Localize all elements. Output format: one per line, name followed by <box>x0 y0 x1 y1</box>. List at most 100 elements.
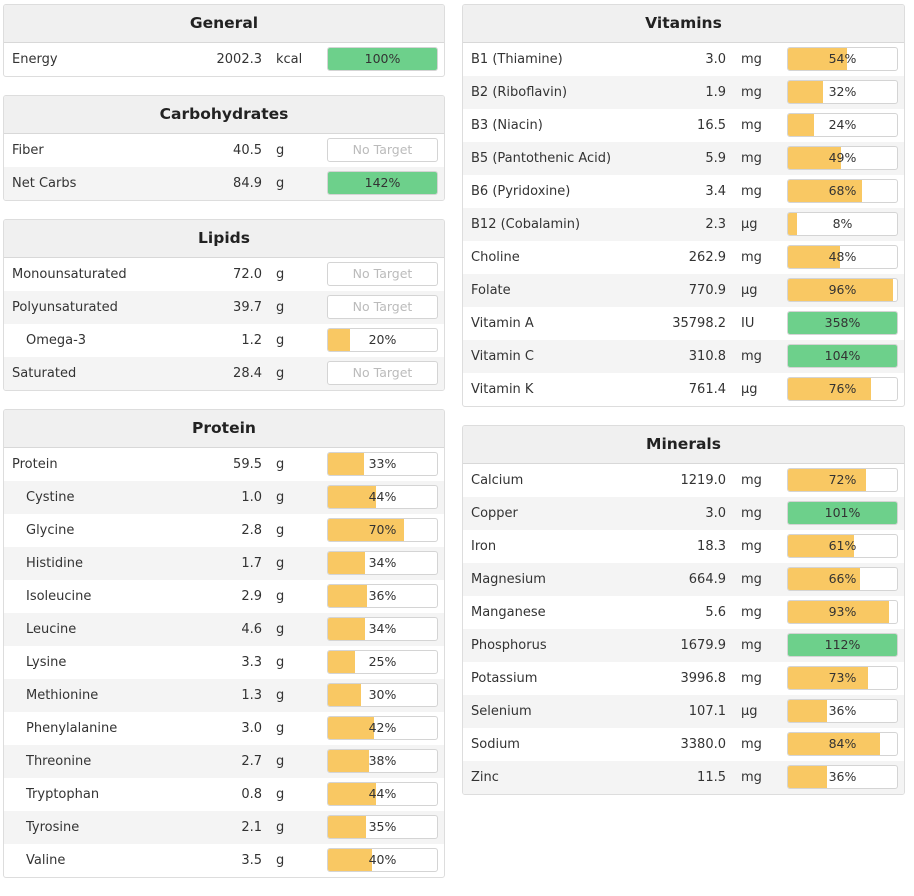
nutrient-row-polyunsaturated[interactable]: Polyunsaturated 39.7 g No Target <box>4 291 444 324</box>
nutrient-row-tryptophan[interactable]: Tryptophan 0.8 g 44% <box>4 778 444 811</box>
target-progress-bar: 24% <box>787 113 898 137</box>
progress-fill <box>328 172 437 194</box>
nutrient-unit: µg <box>741 217 758 232</box>
nutrient-row-b1-thiamine[interactable]: B1 (Thiamine) 3.0 mg 54% <box>463 43 904 76</box>
progress-percent: 38% <box>368 753 397 768</box>
nutrient-row-vitamin-c[interactable]: Vitamin C 310.8 mg 104% <box>463 340 904 373</box>
nutrient-name: Polyunsaturated <box>12 300 118 315</box>
nutrient-row-glycine[interactable]: Glycine 2.8 g 70% <box>4 514 444 547</box>
nutrient-amount: 761.4 <box>688 382 726 397</box>
nutrient-row-b5-pantothenic-acid[interactable]: B5 (Pantothenic Acid) 5.9 mg 49% <box>463 142 904 175</box>
nutrient-row-b6-pyridoxine[interactable]: B6 (Pyridoxine) 3.4 mg 68% <box>463 175 904 208</box>
nutrient-name: Protein <box>12 457 58 472</box>
progress-percent: 93% <box>828 604 857 619</box>
target-progress-bar: 112% <box>787 633 898 657</box>
nutrient-name: Tyrosine <box>26 820 80 835</box>
nutrient-unit: g <box>276 143 285 158</box>
target-progress-bar: 44% <box>327 782 438 806</box>
nutrient-unit: g <box>276 721 285 736</box>
nutrient-name: Glycine <box>26 523 75 538</box>
progress-fill <box>328 329 350 351</box>
nutrient-row-copper[interactable]: Copper 3.0 mg 101% <box>463 497 904 530</box>
progress-fill <box>328 750 370 772</box>
nutrient-row-lysine[interactable]: Lysine 3.3 g 25% <box>4 646 444 679</box>
nutrient-row-vitamin-a[interactable]: Vitamin A 35798.2 IU 358% <box>463 307 904 340</box>
nutrient-row-leucine[interactable]: Leucine 4.6 g 34% <box>4 613 444 646</box>
nutrient-row-saturated[interactable]: Saturated 28.4 g No Target <box>4 357 444 390</box>
nutrient-row-selenium[interactable]: Selenium 107.1 µg 36% <box>463 695 904 728</box>
panel-vitamins: Vitamins B1 (Thiamine) 3.0 mg 54% B2 (Ribofla… <box>462 4 905 407</box>
progress-percent: 84% <box>828 736 857 751</box>
nutrient-row-phosphorus[interactable]: Phosphorus 1679.9 mg 112% <box>463 629 904 662</box>
nutrient-unit: mg <box>741 151 762 166</box>
nutrient-unit: µg <box>741 704 758 719</box>
nutrient-row-omega-3[interactable]: Omega-3 1.2 g 20% <box>4 324 444 357</box>
nutrient-name: Sodium <box>471 737 520 752</box>
nutrient-row-zinc[interactable]: Zinc 11.5 mg 36% <box>463 761 904 794</box>
nutrient-row-manganese[interactable]: Manganese 5.6 mg 93% <box>463 596 904 629</box>
nutrient-name: Potassium <box>471 671 538 686</box>
nutrient-name: Lysine <box>26 655 67 670</box>
target-progress-bar: 33% <box>327 452 438 476</box>
target-progress-bar: 49% <box>787 146 898 170</box>
nutrient-amount: 0.8 <box>241 787 262 802</box>
nutrient-amount: 2.1 <box>241 820 262 835</box>
nutrient-row-net-carbs[interactable]: Net Carbs 84.9 g 142% <box>4 167 444 200</box>
nutrient-row-b2-riboflavin[interactable]: B2 (Riboflavin) 1.9 mg 32% <box>463 76 904 109</box>
nutrient-amount: 5.9 <box>705 151 726 166</box>
nutrient-amount: 2002.3 <box>216 52 263 67</box>
target-progress-bar: 73% <box>787 666 898 690</box>
panel-title: Vitamins <box>463 5 904 43</box>
nutrient-name: Phenylalanine <box>26 721 118 736</box>
nutrient-row-histidine[interactable]: Histidine 1.7 g 34% <box>4 547 444 580</box>
panel-minerals: Minerals Calcium 1219.0 mg 72% Copper 3.0 mg 101… <box>462 425 905 795</box>
progress-percent: 70% <box>368 522 397 537</box>
nutrient-row-tyrosine[interactable]: Tyrosine 2.1 g 35% <box>4 811 444 844</box>
left-column: General Energy 2002.3 kcal 100% Carbohydrates… <box>3 4 445 896</box>
nutrient-row-energy[interactable]: Energy 2002.3 kcal 100% <box>4 43 444 76</box>
nutrient-row-cystine[interactable]: Cystine 1.0 g 44% <box>4 481 444 514</box>
nutrient-row-threonine[interactable]: Threonine 2.7 g 38% <box>4 745 444 778</box>
nutrient-row-sodium[interactable]: Sodium 3380.0 mg 84% <box>463 728 904 761</box>
nutrient-row-valine[interactable]: Valine 3.5 g 40% <box>4 844 444 877</box>
nutrient-unit: g <box>276 688 285 703</box>
nutrient-amount: 664.9 <box>688 572 726 587</box>
nutrient-name: Threonine <box>26 754 92 769</box>
nutrient-name: Monounsaturated <box>12 267 127 282</box>
nutrient-row-magnesium[interactable]: Magnesium 664.9 mg 66% <box>463 563 904 596</box>
nutrient-row-choline[interactable]: Choline 262.9 mg 48% <box>463 241 904 274</box>
target-progress-bar: No Target <box>327 361 438 385</box>
nutrient-row-b12-cobalamin[interactable]: B12 (Cobalamin) 2.3 µg 8% <box>463 208 904 241</box>
nutrient-row-monounsaturated[interactable]: Monounsaturated 72.0 g No Target <box>4 258 444 291</box>
nutrient-name: Cystine <box>26 490 75 505</box>
nutrient-row-methionine[interactable]: Methionine 1.3 g 30% <box>4 679 444 712</box>
nutrient-unit: mg <box>741 184 762 199</box>
nutrient-amount: 107.1 <box>688 704 726 719</box>
progress-fill <box>788 733 880 755</box>
progress-percent: 100% <box>364 51 401 66</box>
nutrient-row-b3-niacin[interactable]: B3 (Niacin) 16.5 mg 24% <box>463 109 904 142</box>
nutrient-unit: g <box>276 754 285 769</box>
nutrient-row-fiber[interactable]: Fiber 40.5 g No Target <box>4 134 444 167</box>
nutrient-unit: g <box>276 556 285 571</box>
panel-title: Lipids <box>4 220 444 258</box>
target-progress-bar: 93% <box>787 600 898 624</box>
nutrient-row-iron[interactable]: Iron 18.3 mg 61% <box>463 530 904 563</box>
nutrient-row-potassium[interactable]: Potassium 3996.8 mg 73% <box>463 662 904 695</box>
target-progress-bar: No Target <box>327 295 438 319</box>
nutrient-name: Tryptophan <box>26 787 100 802</box>
nutrient-row-calcium[interactable]: Calcium 1219.0 mg 72% <box>463 464 904 497</box>
nutrient-unit: mg <box>741 638 762 653</box>
nutrient-row-isoleucine[interactable]: Isoleucine 2.9 g 36% <box>4 580 444 613</box>
nutrient-row-folate[interactable]: Folate 770.9 µg 96% <box>463 274 904 307</box>
nutrient-unit: mg <box>741 605 762 620</box>
nutrient-row-phenylalanine[interactable]: Phenylalanine 3.0 g 42% <box>4 712 444 745</box>
progress-percent: No Target <box>352 365 413 380</box>
nutrient-name: Manganese <box>471 605 546 620</box>
nutrient-row-vitamin-k[interactable]: Vitamin K 761.4 µg 76% <box>463 373 904 406</box>
nutrient-row-protein[interactable]: Protein 59.5 g 33% <box>4 448 444 481</box>
progress-percent: 54% <box>828 51 857 66</box>
target-progress-bar: 35% <box>327 815 438 839</box>
target-progress-bar: 32% <box>787 80 898 104</box>
nutrient-name: Energy <box>12 52 58 67</box>
